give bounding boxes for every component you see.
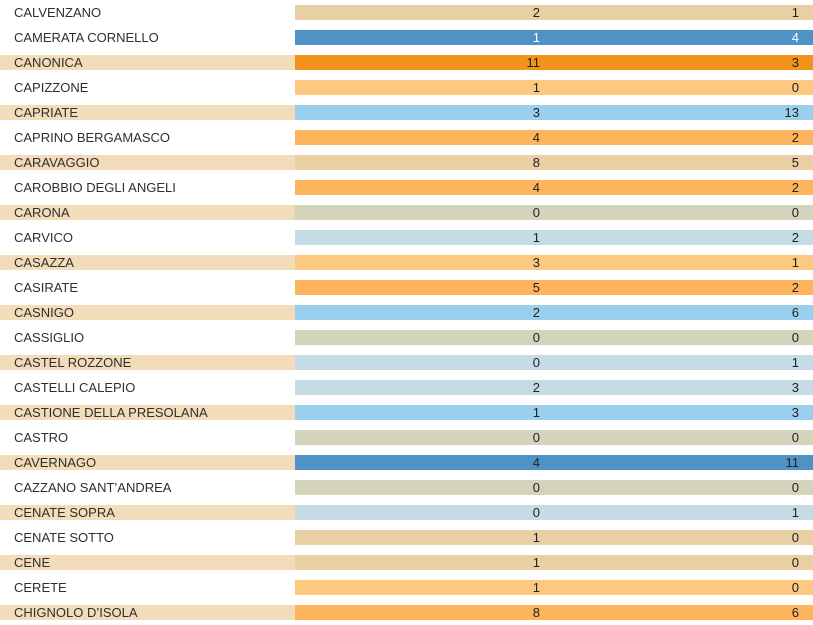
row-label: CAZZANO SANT’ANDREA <box>0 480 295 495</box>
table-row: CASSIGLIO00 <box>0 325 813 350</box>
table-row: CASAZZA31 <box>0 250 813 275</box>
row-value-2: 2 <box>554 280 813 295</box>
row-value-2: 4 <box>554 30 813 45</box>
row-label: CERETE <box>0 580 295 595</box>
row-label: CARONA <box>0 205 295 220</box>
row-value-2: 0 <box>554 555 813 570</box>
row-value-1: 3 <box>295 105 554 120</box>
row-value-2: 2 <box>554 230 813 245</box>
row-label: CASAZZA <box>0 255 295 270</box>
row-label: CASTEL ROZZONE <box>0 355 295 370</box>
row-value-2: 1 <box>554 505 813 520</box>
row-value-1: 0 <box>295 505 554 520</box>
table-row: CHIGNOLO D’ISOLA86 <box>0 600 813 625</box>
table-row: CALVENZANO21 <box>0 0 813 25</box>
row-value-1: 1 <box>295 230 554 245</box>
table-row: CASTEL ROZZONE01 <box>0 350 813 375</box>
row-value-2: 2 <box>554 180 813 195</box>
row-value-2: 0 <box>554 330 813 345</box>
row-value-1: 2 <box>295 380 554 395</box>
row-value-2: 6 <box>554 305 813 320</box>
row-value-2: 0 <box>554 430 813 445</box>
row-label: CARAVAGGIO <box>0 155 295 170</box>
row-label: CANONICA <box>0 55 295 70</box>
row-label: CASTRO <box>0 430 295 445</box>
row-label: CENE <box>0 555 295 570</box>
table-row: CARONA00 <box>0 200 813 225</box>
table-row: CAPRIATE313 <box>0 100 813 125</box>
row-value-1: 1 <box>295 405 554 420</box>
row-value-2: 0 <box>554 205 813 220</box>
row-value-2: 0 <box>554 80 813 95</box>
table-row: CASTIONE DELLA PRESOLANA13 <box>0 400 813 425</box>
row-value-1: 2 <box>295 5 554 20</box>
table-row: CASTELLI CALEPIO23 <box>0 375 813 400</box>
row-value-2: 0 <box>554 480 813 495</box>
row-value-1: 0 <box>295 330 554 345</box>
row-value-1: 4 <box>295 130 554 145</box>
row-label: CASTIONE DELLA PRESOLANA <box>0 405 295 420</box>
row-value-2: 1 <box>554 355 813 370</box>
row-label: CARVICO <box>0 230 295 245</box>
row-value-1: 11 <box>295 55 554 70</box>
row-value-2: 2 <box>554 130 813 145</box>
table-row: CASNIGO26 <box>0 300 813 325</box>
row-label: CASTELLI CALEPIO <box>0 380 295 395</box>
row-value-1: 0 <box>295 355 554 370</box>
row-value-1: 0 <box>295 480 554 495</box>
row-value-1: 1 <box>295 30 554 45</box>
row-value-2: 3 <box>554 405 813 420</box>
row-label: CAROBBIO DEGLI ANGELI <box>0 180 295 195</box>
table-row: CAROBBIO DEGLI ANGELI42 <box>0 175 813 200</box>
row-value-1: 5 <box>295 280 554 295</box>
table-row: CERETE10 <box>0 575 813 600</box>
table-row: CENE10 <box>0 550 813 575</box>
row-value-1: 4 <box>295 455 554 470</box>
table-row: CARVICO12 <box>0 225 813 250</box>
row-label: CASSIGLIO <box>0 330 295 345</box>
row-label: CALVENZANO <box>0 5 295 20</box>
row-value-1: 1 <box>295 555 554 570</box>
row-value-2: 0 <box>554 530 813 545</box>
row-label: CAMERATA CORNELLO <box>0 30 295 45</box>
row-value-2: 3 <box>554 380 813 395</box>
row-value-1: 1 <box>295 530 554 545</box>
row-value-2: 1 <box>554 5 813 20</box>
row-label: CASIRATE <box>0 280 295 295</box>
table-row: CASIRATE52 <box>0 275 813 300</box>
table-row: CASTRO00 <box>0 425 813 450</box>
row-value-2: 0 <box>554 580 813 595</box>
row-label: CAPIZZONE <box>0 80 295 95</box>
table-row: CAZZANO SANT’ANDREA00 <box>0 475 813 500</box>
table-row: CAPIZZONE10 <box>0 75 813 100</box>
table-row: CENATE SOPRA01 <box>0 500 813 525</box>
table-row: CAMERATA CORNELLO14 <box>0 25 813 50</box>
row-label: CAVERNAGO <box>0 455 295 470</box>
row-value-1: 0 <box>295 430 554 445</box>
table-row: CAVERNAGO411 <box>0 450 813 475</box>
data-table: CALVENZANO21CAMERATA CORNELLO14CANONICA1… <box>0 0 813 625</box>
row-value-1: 1 <box>295 80 554 95</box>
row-label: CAPRIATE <box>0 105 295 120</box>
row-value-1: 1 <box>295 580 554 595</box>
row-value-1: 3 <box>295 255 554 270</box>
row-value-2: 13 <box>554 105 813 120</box>
table-row: CENATE SOTTO10 <box>0 525 813 550</box>
row-label: CENATE SOTTO <box>0 530 295 545</box>
row-value-1: 8 <box>295 155 554 170</box>
row-label: CASNIGO <box>0 305 295 320</box>
table-row: CAPRINO BERGAMASCO42 <box>0 125 813 150</box>
row-value-2: 11 <box>554 455 813 470</box>
row-value-1: 4 <box>295 180 554 195</box>
table-row: CANONICA113 <box>0 50 813 75</box>
row-value-1: 2 <box>295 305 554 320</box>
row-value-1: 0 <box>295 205 554 220</box>
row-label: CAPRINO BERGAMASCO <box>0 130 295 145</box>
row-value-2: 1 <box>554 255 813 270</box>
row-value-2: 3 <box>554 55 813 70</box>
table-row: CARAVAGGIO85 <box>0 150 813 175</box>
row-value-2: 5 <box>554 155 813 170</box>
row-label: CENATE SOPRA <box>0 505 295 520</box>
